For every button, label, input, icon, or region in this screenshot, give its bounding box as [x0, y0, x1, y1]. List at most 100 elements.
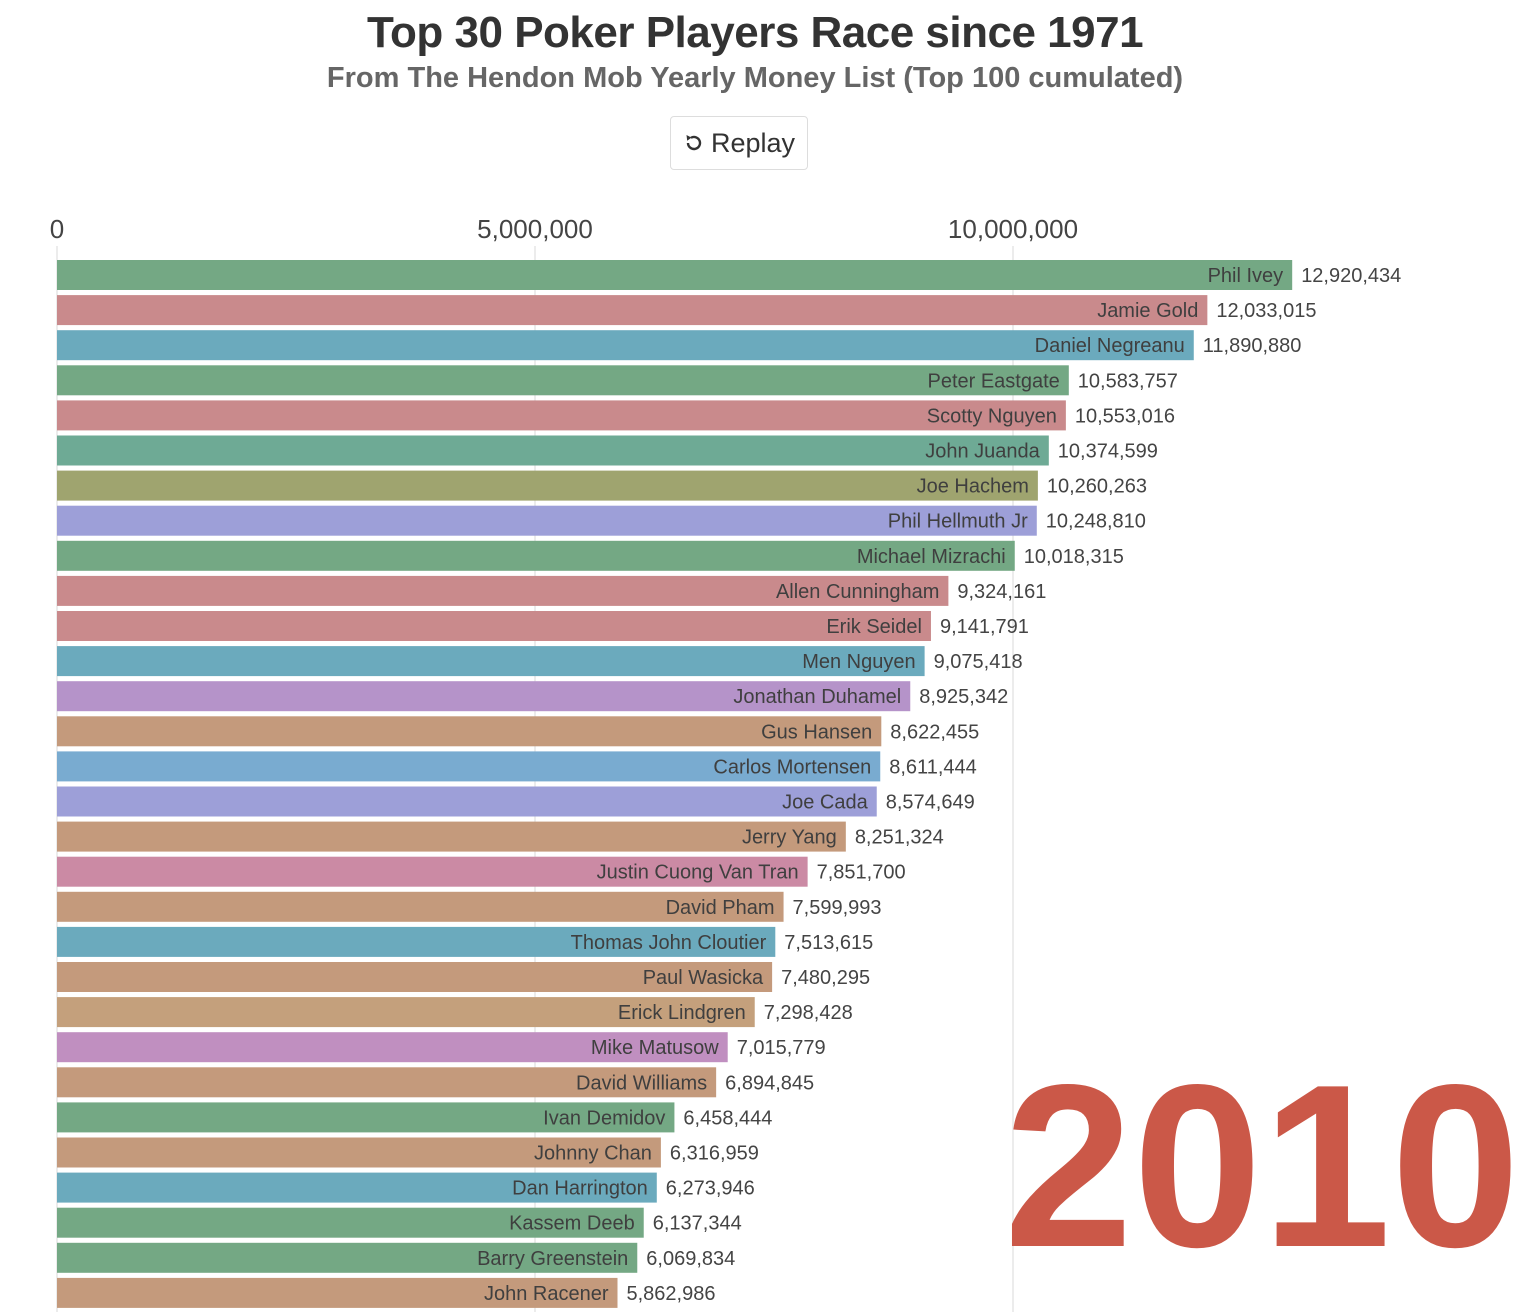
x-axis-ticks: 0 5,000,000 10,000,000 [50, 214, 1078, 244]
bar-value-label: 8,574,649 [886, 792, 975, 814]
bar-category-label: Paul Wasicka [643, 967, 764, 989]
bar-category-label: Scotty Nguyen [927, 405, 1057, 427]
bar [57, 786, 877, 817]
replay-label: Replay [710, 127, 796, 158]
bar-group: John Juanda 10,374,599 [57, 435, 1158, 466]
bar [57, 716, 882, 747]
bar-value-label: 6,894,845 [725, 1072, 814, 1094]
bar-group: John Racener 5,862,986 [57, 1277, 716, 1308]
bar-value-label: 12,920,434 [1301, 265, 1401, 287]
bar-group: Allen Cunningham 9,324,161 [57, 575, 1046, 606]
bar-category-label: Mike Matusow [591, 1037, 719, 1059]
bar [57, 505, 1037, 536]
bar-category-label: Men Nguyen [802, 651, 915, 673]
bar-category-label: Jerry Yang [742, 827, 837, 849]
bar [57, 1102, 675, 1133]
bar-group: Thomas John Cloutier 7,513,615 [57, 926, 873, 957]
bar-category-label: Peter Eastgate [927, 370, 1059, 392]
bar-category-label: Ivan Demidov [543, 1107, 665, 1129]
bar-group: Peter Eastgate 10,583,757 [57, 365, 1178, 396]
bar-group: Jamie Gold 12,033,015 [57, 295, 1316, 326]
bar [57, 540, 1015, 571]
bar-category-label: Gus Hansen [761, 721, 872, 743]
bar-value-label: 5,862,986 [627, 1283, 716, 1305]
bar [57, 1137, 661, 1168]
bar-category-label: Allen Cunningham [776, 581, 939, 603]
x-tick-label: 0 [50, 214, 64, 244]
bar [57, 962, 773, 992]
bar [57, 575, 949, 606]
bar-category-label: Joe Cada [782, 792, 868, 814]
bar-value-label: 8,611,444 [889, 756, 977, 778]
bar-category-label: Barry Greenstein [477, 1248, 628, 1270]
bar-category-label: John Racener [484, 1283, 609, 1305]
bar-group: Jerry Yang 8,251,324 [57, 821, 944, 852]
bar-group: Erik Seidel 9,141,791 [57, 611, 1029, 641]
bar-category-label: Jamie Gold [1097, 300, 1198, 322]
bar-value-label: 9,324,161 [957, 581, 1046, 603]
bar-group: Men Nguyen 9,075,418 [57, 646, 1023, 677]
bar-value-label: 7,015,779 [737, 1037, 826, 1059]
bar-category-label: John Juanda [925, 441, 1040, 463]
bar-group: David Williams 6,894,845 [57, 1067, 814, 1098]
replay-button[interactable]: Replay [670, 116, 808, 170]
x-tick-label: 5,000,000 [477, 214, 593, 244]
bar [57, 1242, 638, 1273]
bar [57, 330, 1194, 361]
bar-value-label: 6,069,834 [646, 1248, 735, 1270]
bar-value-label: 6,458,444 [683, 1107, 772, 1129]
bar-category-label: David Pham [666, 897, 775, 919]
bar-group: Daniel Negreanu 11,890,880 [57, 330, 1302, 361]
bar [57, 926, 776, 957]
bar-value-label: 6,273,946 [666, 1178, 755, 1200]
bar [57, 435, 1049, 466]
bar-category-label: Carlos Mortensen [713, 756, 871, 778]
bar-group: Scotty Nguyen 10,553,016 [57, 400, 1175, 431]
bar-value-label: 10,374,599 [1058, 441, 1158, 463]
bar-value-label: 10,583,757 [1078, 370, 1178, 392]
bars: Phil Ivey 12,920,434 Jamie Gold 12,033,015 D… [57, 260, 1401, 1308]
bar-category-label: Johnny Chan [534, 1143, 652, 1165]
bar-category-label: Joe Hachem [917, 476, 1029, 498]
bar-category-label: Justin Cuong Van Tran [597, 862, 799, 884]
bar [57, 1277, 618, 1308]
bar-group: Gus Hansen 8,622,455 [57, 716, 979, 747]
bar-group: Mike Matusow 7,015,779 [57, 1032, 826, 1063]
bar-group: Joe Cada 8,574,649 [57, 786, 975, 817]
bar [57, 751, 881, 782]
bar-value-label: 7,851,700 [817, 862, 906, 884]
bar [57, 365, 1069, 396]
bar-category-label: Jonathan Duhamel [733, 686, 901, 708]
chart-title: Top 30 Poker Players Race since 1971 [366, 8, 1144, 57]
bar-group: David Pham 7,599,993 [57, 891, 882, 922]
bar-value-label: 7,513,615 [784, 932, 873, 954]
bar-group: Johnny Chan 6,316,959 [57, 1137, 759, 1168]
bar-value-label: 10,018,315 [1024, 546, 1124, 568]
bar-value-label: 9,075,418 [934, 651, 1023, 673]
bar-group: Kassem Deeb 6,137,344 [57, 1207, 742, 1238]
bar-group: Dan Harrington 6,273,946 [57, 1172, 755, 1203]
bar-category-label: Thomas John Cloutier [571, 932, 767, 954]
bar [57, 997, 755, 1028]
bar [57, 646, 925, 677]
bar-category-label: Erick Lindgren [618, 1002, 746, 1024]
chart-subtitle: From The Hendon Mob Yearly Money List (T… [326, 62, 1184, 94]
bar-group: Barry Greenstein 6,069,834 [57, 1242, 735, 1273]
bar [57, 821, 846, 852]
bar-group: Ivan Demidov 6,458,444 [57, 1102, 772, 1133]
bar-value-label: 11,890,880 [1203, 335, 1302, 357]
bar-group: Paul Wasicka 7,480,295 [57, 962, 870, 992]
x-tick-label: 10,000,000 [948, 214, 1078, 244]
bar-category-label: Dan Harrington [512, 1178, 648, 1200]
bar-category-label: Michael Mizrachi [857, 546, 1006, 568]
bar [57, 470, 1038, 501]
bar-value-label: 6,316,959 [670, 1143, 759, 1165]
year-label: 2010 [1004, 1037, 1520, 1296]
bar-group: Phil Ivey 12,920,434 [57, 260, 1401, 290]
bar-value-label: 6,137,344 [653, 1213, 742, 1235]
bar-category-label: Daniel Negreanu [1035, 335, 1185, 357]
bar-value-label: 12,033,015 [1216, 300, 1316, 322]
bar-category-label: David Williams [576, 1072, 707, 1094]
